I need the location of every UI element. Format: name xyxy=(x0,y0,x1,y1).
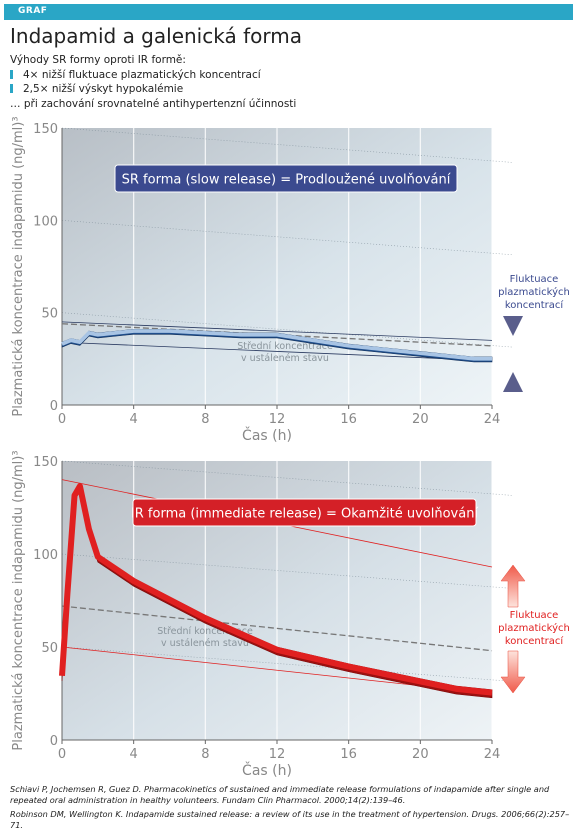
chart-ir: 0 50 100 150 0 4 8 12 16 20 24 Čas (h) Plazmatická k… xyxy=(11,450,570,779)
x-tick-label: 24 xyxy=(484,412,501,427)
x-axis-label: Čas (h) xyxy=(242,426,292,444)
steady-state-label: v ustáleném stavu xyxy=(241,353,329,364)
chart-banner-text: SR forma (slow release) = Prodloužené uv… xyxy=(122,173,451,188)
y-tick-label: 0 xyxy=(50,734,58,749)
x-axis-label: Čas (h) xyxy=(242,761,292,779)
fluctuation-label: koncentrací xyxy=(505,635,565,647)
y-axis-label: Plazmatická koncentrace indapamidu (ng/m… xyxy=(11,450,26,750)
arrow-down-icon xyxy=(503,316,523,336)
fluctuation-label: Fluktuace xyxy=(510,610,559,621)
x-tick-label: 4 xyxy=(130,747,138,762)
fluctuation-label: koncentrací xyxy=(505,299,565,311)
y-tick-label: 0 xyxy=(50,399,58,414)
x-tick-label: 4 xyxy=(130,412,138,427)
fluctuation-label: plazmatických xyxy=(498,286,570,298)
arrow-up-icon xyxy=(503,372,523,392)
y-tick-label: 50 xyxy=(41,641,58,656)
chart-sr: 0 50 100 150 0 4 8 12 16 20 24 Čas (h) Plazmatická k… xyxy=(11,116,570,444)
y-axis-label: Plazmatická koncentrace indapamidu (ng/m… xyxy=(11,116,26,416)
y-tick-label: 150 xyxy=(33,455,58,470)
x-tick-label: 8 xyxy=(201,747,209,762)
fluctuation-label: plazmatických xyxy=(498,622,570,634)
y-tick-label: 50 xyxy=(41,307,58,322)
x-tick-label: 8 xyxy=(201,412,209,427)
x-tick-label: 0 xyxy=(58,747,66,762)
reference-item: Schiavi P, Jochemsen R, Guez D. Pharmaco… xyxy=(10,784,570,806)
x-tick-label: 20 xyxy=(412,412,429,427)
reference-item: Robinson DM, Wellington K. Indapamide su… xyxy=(10,809,570,831)
arrow-down-icon xyxy=(501,651,525,693)
steady-state-label: v ustáleném stavu xyxy=(161,638,249,649)
arrow-up-icon xyxy=(501,565,525,607)
y-tick-label: 100 xyxy=(33,548,58,563)
y-tick-label: 150 xyxy=(33,122,58,137)
x-tick-label: 16 xyxy=(340,412,357,427)
chart-banner-text: IR forma (immediate release) = Okamžité … xyxy=(131,507,479,522)
references: Schiavi P, Jochemsen R, Guez D. Pharmaco… xyxy=(10,784,570,834)
x-tick-label: 20 xyxy=(412,747,429,762)
x-tick-label: 12 xyxy=(269,747,286,762)
x-tick-label: 16 xyxy=(340,747,357,762)
x-tick-label: 12 xyxy=(269,412,286,427)
fluctuation-label: Fluktuace xyxy=(510,274,559,285)
y-tick-label: 100 xyxy=(33,214,58,229)
x-tick-label: 0 xyxy=(58,412,66,427)
x-tick-label: 24 xyxy=(484,747,501,762)
